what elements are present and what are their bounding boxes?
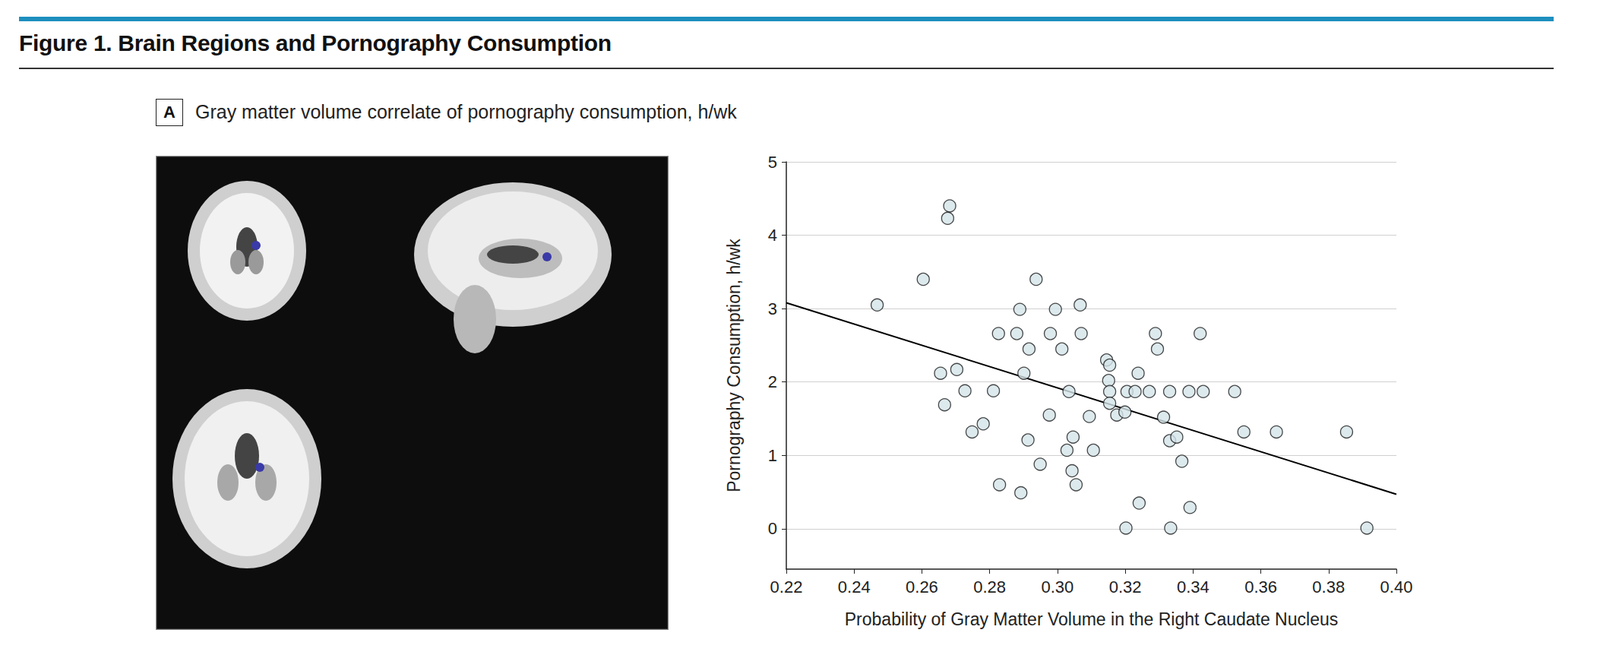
svg-text:0.40: 0.40 xyxy=(1380,577,1414,597)
svg-text:0.28: 0.28 xyxy=(973,577,1006,597)
svg-text:0: 0 xyxy=(768,518,778,538)
svg-text:4: 4 xyxy=(768,225,778,245)
html-text:Gray matter volume correlate o: Gray matter volume correlate of pornogra… xyxy=(195,101,737,123)
svg-text:Probability of Gray Matter Vol: Probability of Gray Matter Volume in the… xyxy=(844,609,1338,630)
svg-text:2: 2 xyxy=(768,372,778,392)
svg-text:0.38: 0.38 xyxy=(1312,577,1345,597)
svg-text:0.34: 0.34 xyxy=(1176,577,1210,597)
svg-text:3: 3 xyxy=(768,299,778,319)
svg-text:0.26: 0.26 xyxy=(905,577,939,597)
svg-text:1: 1 xyxy=(768,445,778,465)
svg-text:0.24: 0.24 xyxy=(837,577,871,597)
svg-text:5: 5 xyxy=(768,152,778,172)
html-text:A: A xyxy=(163,102,176,122)
svg-text:0.22: 0.22 xyxy=(770,577,804,597)
svg-text:0.30: 0.30 xyxy=(1040,577,1074,597)
html-text:Figure 1. Brain Regions and Po: Figure 1. Brain Regions and Pornography … xyxy=(18,30,612,56)
svg-text:0.36: 0.36 xyxy=(1244,577,1278,597)
svg-text:Pornography Consumption, h/wk: Pornography Consumption, h/wk xyxy=(724,238,744,493)
svg-text:0.32: 0.32 xyxy=(1109,577,1142,597)
